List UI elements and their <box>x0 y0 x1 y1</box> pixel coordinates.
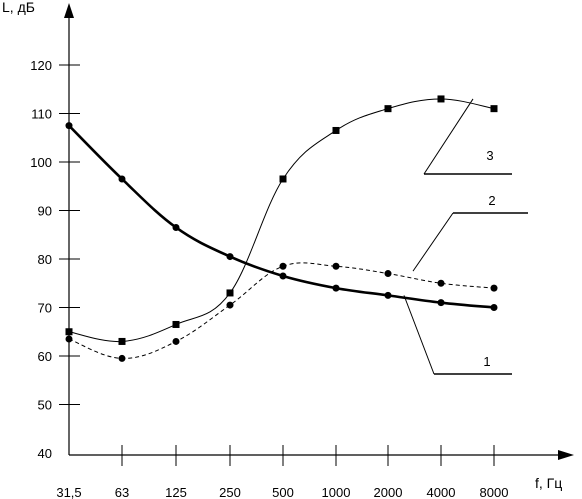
data-point <box>279 272 287 280</box>
data-point <box>118 337 126 345</box>
data-point <box>172 320 180 328</box>
leader-line <box>403 295 435 375</box>
data-point <box>490 304 498 311</box>
data-point <box>226 289 234 297</box>
data-point <box>384 291 392 299</box>
data-point <box>279 262 287 270</box>
legend-callout-2: 2 <box>412 193 528 272</box>
data-point <box>437 279 445 287</box>
data-point <box>226 301 234 309</box>
y-tick-label: 40 <box>38 446 52 461</box>
data-point <box>172 337 180 345</box>
series-2 <box>65 262 498 362</box>
x-axis-arrow <box>558 450 574 460</box>
x-tick-label: 63 <box>115 485 129 499</box>
x-tick-label: 125 <box>165 485 187 499</box>
series-3 <box>65 95 498 345</box>
y-tick-label: 70 <box>38 301 52 316</box>
legend-label: 3 <box>486 148 493 163</box>
leader-line <box>423 98 474 175</box>
x-tick-label: 250 <box>219 485 241 499</box>
legend-layer: 1 2 3 <box>403 98 528 375</box>
data-point <box>384 270 392 278</box>
data-point <box>437 95 445 103</box>
series-line <box>68 98 495 342</box>
legend-label: 1 <box>483 354 490 369</box>
data-point <box>490 284 498 292</box>
data-point <box>332 262 340 270</box>
data-point <box>437 299 445 307</box>
y-ticks: 40 50 60 70 80 90 100 110 120 <box>30 58 80 461</box>
x-tick-label: 4000 <box>427 485 456 499</box>
series-line <box>68 124 495 309</box>
y-axis-title: L, дБ <box>2 0 35 15</box>
data-point <box>490 105 498 113</box>
y-axis-arrow <box>64 3 74 18</box>
data-point <box>118 175 126 183</box>
data-point <box>226 253 234 261</box>
x-tick-label: 1000 <box>322 485 351 499</box>
y-tick-label: 90 <box>38 204 52 219</box>
y-tick-label: 60 <box>38 349 52 364</box>
data-point <box>65 122 73 130</box>
x-tick-label: 2000 <box>374 485 403 499</box>
legend-callout-3: 3 <box>423 98 512 175</box>
y-tick-label: 50 <box>38 398 52 413</box>
legend-callout-1: 1 <box>403 295 512 375</box>
data-point <box>172 223 180 231</box>
x-tick-label: 500 <box>272 485 294 499</box>
x-axis-title: f, Гц <box>535 475 562 491</box>
leader-line <box>412 212 454 272</box>
data-point <box>384 105 392 113</box>
data-point <box>332 284 340 292</box>
y-tick-label: 110 <box>31 107 52 122</box>
y-tick-label: 80 <box>38 252 52 267</box>
data-point <box>65 328 73 336</box>
series-layer <box>65 95 498 362</box>
x-tick-label: 8000 <box>480 485 509 499</box>
y-tick-label: 120 <box>30 58 52 73</box>
y-tick-label: 100 <box>30 155 52 170</box>
series-1 <box>65 122 498 311</box>
x-ticks: 31,5 63 125 250 500 1000 2000 4000 8000 <box>56 445 508 499</box>
data-point <box>118 354 126 362</box>
data-point <box>279 175 287 183</box>
data-point <box>65 335 73 343</box>
data-point <box>332 126 340 134</box>
x-tick-label: 31,5 <box>56 485 81 499</box>
legend-label: 2 <box>488 193 495 208</box>
